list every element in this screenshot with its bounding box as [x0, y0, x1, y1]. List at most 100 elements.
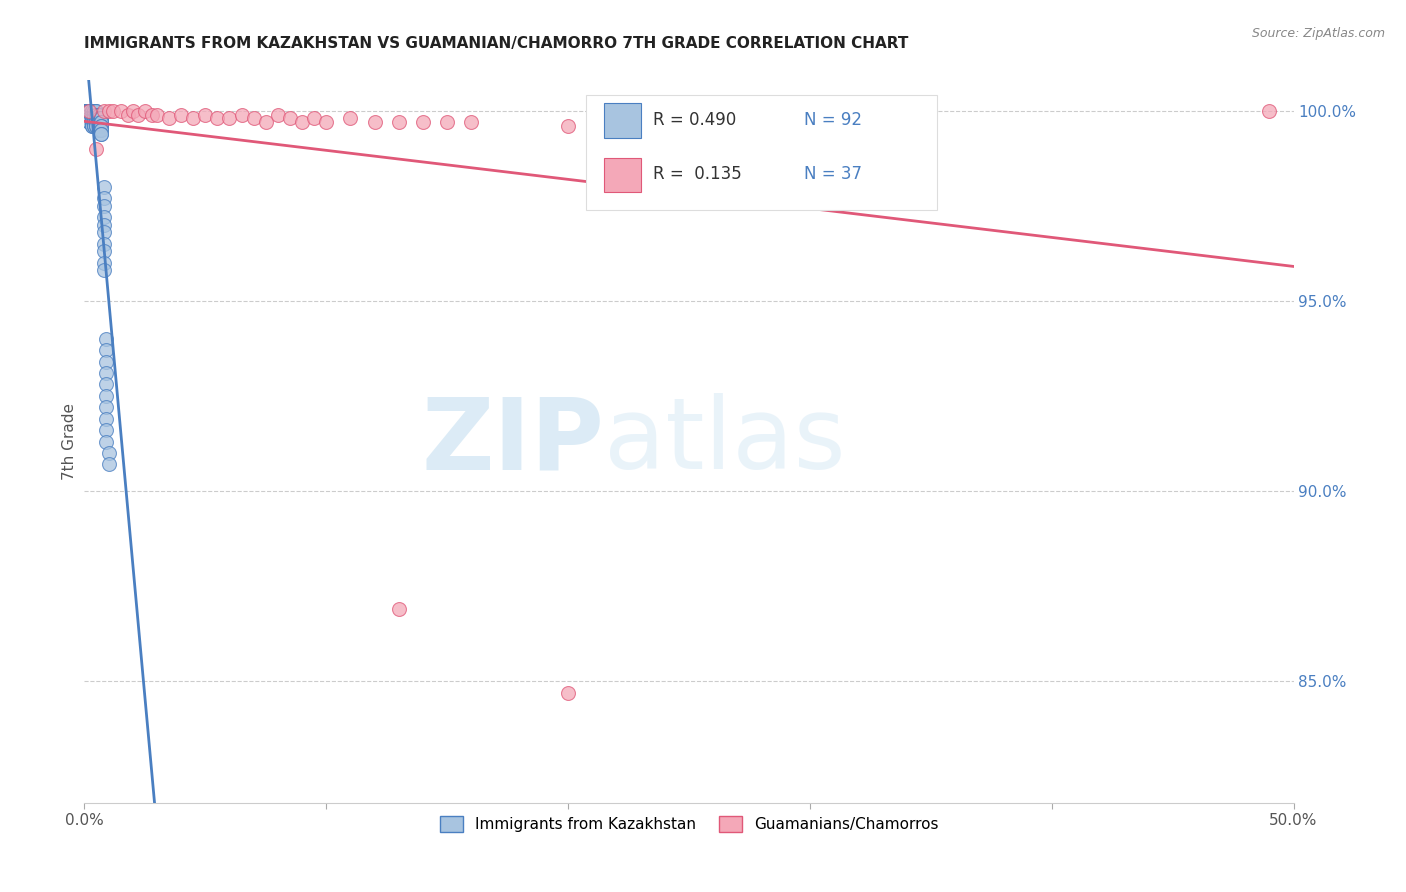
Point: [76, 103, 98, 118]
Point: [76, 112, 98, 126]
Point: [83, 112, 105, 126]
Point: [77, 115, 100, 129]
Point: [97, 458, 120, 472]
Point: [77, 103, 100, 118]
Point: [181, 112, 204, 126]
Point: [86, 107, 108, 121]
Point: [94, 354, 117, 368]
Point: [87, 115, 110, 129]
Point: [94, 389, 117, 403]
Point: [87, 112, 110, 126]
Point: [83, 107, 105, 121]
Point: [93, 263, 115, 277]
Point: [207, 112, 229, 126]
Point: [436, 115, 458, 129]
Point: [388, 602, 411, 616]
Point: [127, 107, 149, 121]
Point: [86, 107, 108, 121]
Point: [93, 210, 115, 224]
Text: R = 0.490: R = 0.490: [652, 111, 735, 129]
Point: [339, 112, 361, 126]
Point: [94, 401, 117, 415]
Bar: [605, 103, 641, 138]
Point: [87, 122, 110, 136]
Text: N = 37: N = 37: [804, 165, 862, 183]
Point: [110, 103, 132, 118]
Point: [93, 244, 115, 259]
Point: [267, 107, 290, 121]
Point: [93, 199, 115, 213]
Point: [77, 103, 100, 118]
Point: [83, 107, 105, 121]
Point: [87, 119, 110, 133]
Point: [460, 115, 482, 129]
Point: [93, 256, 115, 270]
Point: [146, 107, 169, 121]
Point: [157, 112, 180, 126]
Point: [76, 107, 98, 121]
Point: [87, 107, 110, 121]
Point: [363, 115, 385, 129]
Point: [302, 112, 325, 126]
Point: [141, 107, 163, 121]
Point: [83, 119, 105, 133]
Point: [93, 236, 115, 251]
Point: [412, 115, 434, 129]
Text: N = 92: N = 92: [804, 111, 862, 129]
Point: [94, 377, 117, 392]
Point: [557, 685, 579, 699]
Point: [134, 103, 156, 118]
Point: [93, 191, 115, 205]
Point: [87, 112, 110, 126]
Point: [678, 115, 700, 129]
Point: [77, 112, 100, 126]
Point: [80, 112, 103, 126]
Point: [77, 107, 100, 121]
Point: [97, 446, 120, 460]
Point: [87, 107, 110, 121]
Point: [80, 107, 103, 121]
Point: [86, 142, 108, 156]
Point: [86, 115, 108, 129]
Point: [90, 119, 112, 133]
Point: [90, 127, 112, 141]
Point: [90, 122, 112, 136]
Point: [76, 112, 98, 126]
Point: [93, 218, 115, 232]
Point: [83, 115, 105, 129]
Point: [73, 103, 96, 118]
Point: [94, 343, 117, 358]
Point: [80, 103, 103, 118]
Point: [86, 119, 108, 133]
Point: [80, 119, 103, 133]
Point: [94, 332, 117, 346]
Point: [90, 112, 112, 126]
Point: [80, 112, 103, 126]
Point: [76, 103, 98, 118]
Point: [86, 115, 108, 129]
Point: [170, 107, 193, 121]
Point: [103, 103, 125, 118]
Point: [80, 115, 103, 129]
Point: [93, 179, 115, 194]
Point: [76, 107, 98, 121]
Point: [83, 103, 105, 118]
Point: [97, 103, 120, 118]
Point: [557, 119, 579, 133]
Point: [1258, 103, 1281, 118]
Point: [94, 411, 117, 425]
Y-axis label: 7th Grade: 7th Grade: [62, 403, 77, 480]
Point: [77, 107, 100, 121]
Point: [86, 119, 108, 133]
Point: [231, 107, 253, 121]
Point: [194, 107, 217, 121]
Point: [86, 112, 108, 126]
Point: [90, 115, 112, 129]
Text: IMMIGRANTS FROM KAZAKHSTAN VS GUAMANIAN/CHAMORRO 7TH GRADE CORRELATION CHART: IMMIGRANTS FROM KAZAKHSTAN VS GUAMANIAN/…: [84, 36, 908, 51]
Point: [90, 112, 112, 126]
Point: [90, 119, 112, 133]
Text: atlas: atlas: [605, 393, 846, 490]
Point: [93, 226, 115, 240]
Point: [77, 112, 100, 126]
Point: [83, 119, 105, 133]
